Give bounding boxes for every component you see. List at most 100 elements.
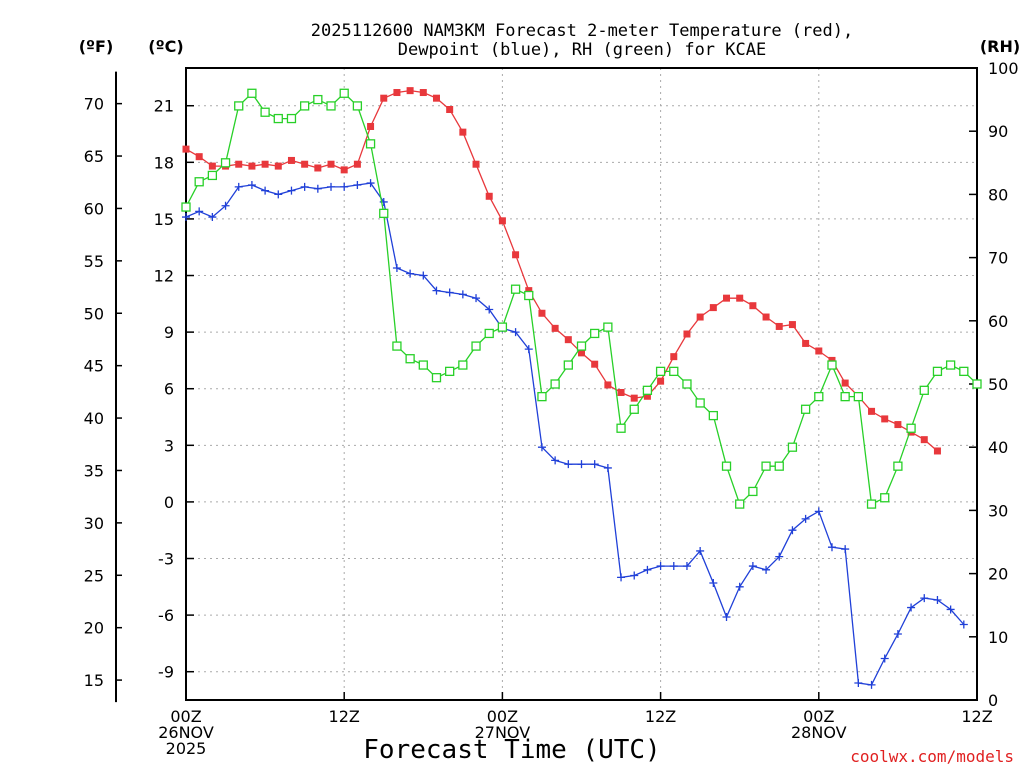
data-point <box>261 160 269 168</box>
data-point <box>537 443 546 452</box>
data-point <box>393 89 401 97</box>
data-point <box>946 605 955 614</box>
data-point <box>576 341 587 351</box>
data-point <box>866 499 877 509</box>
data-point <box>472 294 481 303</box>
chart-title-line-2: Dewpoint (blue), RH (green) for KCAE <box>398 40 766 60</box>
rh-tick-label: 60 <box>988 312 1008 331</box>
data-point <box>762 565 771 574</box>
data-series <box>181 87 982 689</box>
celsius-tick-label: 12 <box>154 267 174 286</box>
series-line <box>185 92 978 506</box>
x-tick-label: 12Z <box>961 707 992 726</box>
data-point <box>564 336 572 344</box>
celsius-tick-label: 21 <box>154 97 174 116</box>
x-tick-label: 12Z <box>329 707 360 726</box>
data-point <box>721 461 732 471</box>
data-point <box>182 213 190 222</box>
data-point <box>445 366 455 377</box>
data-point <box>512 251 520 259</box>
rh-tick-label: 0 <box>988 691 998 710</box>
data-point <box>735 499 745 509</box>
data-point <box>775 322 783 330</box>
data-point <box>220 158 231 168</box>
data-point <box>972 379 982 389</box>
data-point <box>788 526 797 535</box>
data-point <box>314 164 322 172</box>
data-point <box>880 493 890 503</box>
series-line <box>185 182 965 686</box>
x-axis-title: Forecast Time (UTC) <box>363 735 660 765</box>
fahrenheit-tick-label: 45 <box>84 357 104 376</box>
data-point <box>380 94 388 102</box>
data-point <box>696 546 705 555</box>
data-point <box>445 288 454 297</box>
data-point <box>959 620 968 629</box>
data-point <box>524 345 533 354</box>
data-point <box>787 442 798 452</box>
data-point <box>959 366 969 377</box>
data-point <box>920 594 929 603</box>
data-point <box>260 107 270 117</box>
fahrenheit-unit-label: (ºF) <box>79 37 114 56</box>
data-point <box>669 366 679 377</box>
series-rh <box>181 88 982 509</box>
data-point <box>299 101 310 111</box>
x-tick-label: 12Z <box>645 707 676 726</box>
x-tick-label: 00Z <box>170 707 201 726</box>
data-point <box>617 388 625 396</box>
data-point <box>840 391 850 402</box>
data-point <box>485 192 493 200</box>
series-2-meter-temperature <box>182 87 941 455</box>
data-point <box>405 354 415 364</box>
data-point <box>406 87 414 95</box>
data-point <box>827 360 837 370</box>
data-point <box>234 101 244 111</box>
data-point <box>563 360 573 370</box>
data-point <box>919 385 929 395</box>
fahrenheit-tick-label: 55 <box>84 252 104 271</box>
data-point <box>419 89 427 97</box>
data-point <box>208 213 217 222</box>
celsius-tick-label: -3 <box>158 550 174 569</box>
fahrenheit-tick-label: 70 <box>84 95 104 114</box>
fahrenheit-tick-label: 20 <box>84 619 104 638</box>
rh-unit-label: (RH) <box>980 37 1020 56</box>
chart-title-line-1: 2025112600 NAM3KM Forecast 2-meter Tempe… <box>311 21 853 41</box>
data-point <box>590 328 600 339</box>
tick-labels: 706560555045403530252015211815129630-3-6… <box>84 59 1019 758</box>
celsius-tick-label: -9 <box>158 663 174 682</box>
data-point <box>525 287 533 295</box>
data-point <box>340 166 348 174</box>
fahrenheit-tick-label: 50 <box>84 304 104 323</box>
data-point <box>591 360 599 368</box>
data-point <box>497 322 508 332</box>
data-point <box>643 392 651 400</box>
data-point <box>578 349 585 357</box>
data-point <box>616 423 626 433</box>
data-point <box>313 184 322 193</box>
data-point <box>247 88 257 98</box>
data-point <box>181 202 191 212</box>
data-point <box>550 379 560 389</box>
data-point <box>617 573 626 582</box>
data-point <box>682 379 692 389</box>
data-point <box>945 360 956 370</box>
fahrenheit-tick-label: 30 <box>84 514 104 533</box>
data-point <box>300 182 309 191</box>
rh-tick-label: 50 <box>988 375 1008 394</box>
data-point <box>537 391 547 402</box>
fahrenheit-tick-label: 15 <box>84 671 104 690</box>
data-point <box>432 286 441 295</box>
data-point <box>722 612 731 621</box>
data-point <box>748 486 758 497</box>
data-point <box>339 88 349 98</box>
data-point <box>906 423 916 433</box>
celsius-tick-label: 0 <box>164 493 174 512</box>
data-point <box>261 186 270 195</box>
data-point <box>708 410 718 421</box>
x-tick-label: 27NOV <box>475 723 531 742</box>
data-point <box>406 269 415 278</box>
data-point <box>749 302 757 310</box>
data-point <box>881 415 889 423</box>
